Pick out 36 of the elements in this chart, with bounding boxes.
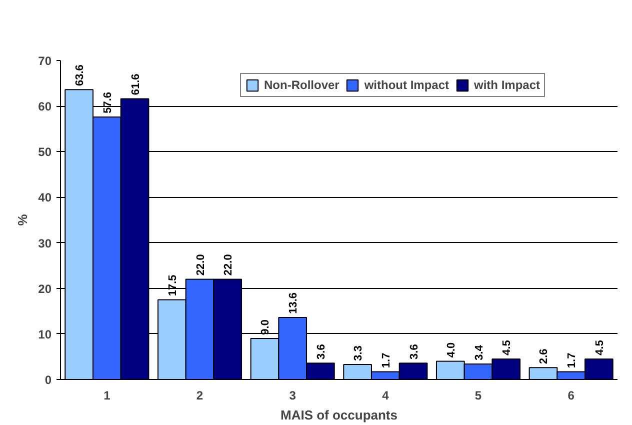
data-label: 22.0 — [222, 254, 235, 276]
legend-label: Non-Rollover — [264, 78, 340, 92]
data-label: 22.0 — [194, 254, 207, 276]
y-tick-label: 50 — [38, 145, 52, 160]
data-label: 4.0 — [445, 342, 458, 358]
x-tick-label: 4 — [382, 388, 390, 402]
data-label: 3.4 — [473, 344, 486, 360]
y-tick-label: 40 — [38, 190, 52, 205]
data-label: 63.6 — [74, 64, 86, 86]
data-label: 2.6 — [538, 348, 550, 364]
y-tick-label: 30 — [38, 236, 52, 250]
x-axis-title: MAIS of occupants — [280, 408, 398, 422]
y-tick-label: 70 — [38, 54, 52, 68]
legend-label: without Impact — [364, 78, 450, 92]
y-axis-title: % — [15, 214, 30, 226]
x-tick-label: 1 — [104, 388, 111, 402]
x-tick-label: 2 — [196, 388, 204, 402]
data-label: 3.3 — [352, 346, 365, 361]
y-tick-label: 60 — [38, 100, 52, 114]
y-tick-label: 10 — [38, 327, 52, 342]
data-label: 13.6 — [288, 292, 300, 314]
data-label: 17.5 — [166, 274, 179, 296]
y-tick-label: 20 — [38, 282, 52, 296]
x-tick-label: 6 — [568, 388, 575, 402]
data-label: 1.7 — [380, 352, 392, 368]
data-label: 57.6 — [102, 92, 114, 114]
data-label: 1.7 — [566, 352, 578, 368]
data-label: 4.5 — [594, 340, 606, 356]
x-tick-label: 3 — [289, 388, 296, 402]
x-tick-label: 5 — [474, 388, 482, 402]
data-label: 3.6 — [315, 344, 328, 360]
y-tick-label: 0 — [44, 373, 52, 387]
data-label: 61.6 — [130, 74, 142, 96]
data-label: 4.5 — [501, 340, 514, 356]
data-label: 3.6 — [408, 344, 420, 360]
legend-label: with Impact — [474, 78, 540, 92]
